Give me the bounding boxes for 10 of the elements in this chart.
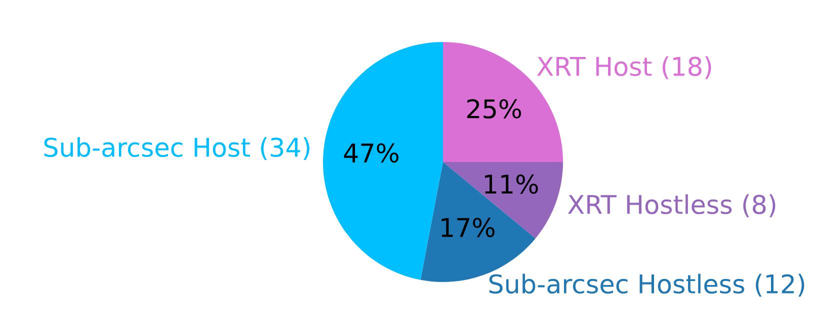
pie-slice: [443, 162, 563, 238]
data-label: 25%: [467, 99, 522, 119]
slice-label: XRT Host (18): [537, 56, 711, 80]
data-label: 11%: [485, 174, 538, 194]
slice-label: Sub-arcsec Hostless (12): [489, 274, 804, 297]
pie-slice: [323, 42, 443, 280]
data-label: 17%: [442, 218, 495, 238]
slice-label: XRT Hostless (8): [568, 194, 776, 218]
slice-label: Sub-arcsec Host (34): [44, 137, 310, 160]
data-label: 47%: [344, 143, 398, 163]
